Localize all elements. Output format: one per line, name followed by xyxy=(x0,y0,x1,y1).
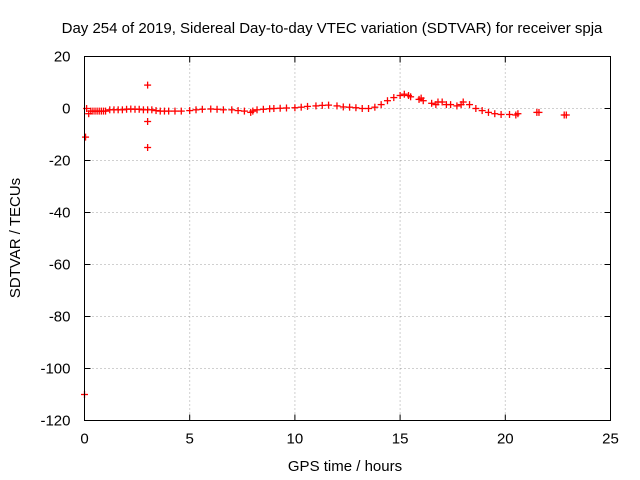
data-point xyxy=(234,107,242,115)
data-point xyxy=(453,102,461,110)
y-tick-label: -100 xyxy=(40,361,70,378)
grid-lines xyxy=(84,56,611,421)
x-tick-label: 25 xyxy=(602,431,619,448)
data-points xyxy=(81,81,570,398)
data-point xyxy=(484,108,492,116)
data-point xyxy=(297,103,305,111)
x-tick-label: 10 xyxy=(287,431,304,448)
x-tick-label: 5 xyxy=(186,431,194,448)
data-point xyxy=(304,102,312,110)
data-point xyxy=(419,97,427,105)
data-point xyxy=(219,106,227,114)
data-point xyxy=(102,107,110,115)
data-point xyxy=(358,105,366,112)
data-point xyxy=(325,101,333,109)
data-point xyxy=(333,102,341,110)
data-point xyxy=(396,92,404,99)
data-point xyxy=(466,101,474,109)
data-point xyxy=(148,106,156,114)
data-point xyxy=(562,111,570,119)
data-point xyxy=(171,107,179,115)
y-tick-label: -80 xyxy=(49,309,71,326)
data-point xyxy=(207,105,215,113)
y-tick-label: -60 xyxy=(49,257,71,274)
data-point xyxy=(144,144,152,151)
data-point xyxy=(165,107,173,115)
data-point xyxy=(438,98,446,106)
data-point xyxy=(407,93,415,101)
plot-frame xyxy=(84,56,611,421)
data-point xyxy=(497,110,505,118)
data-point xyxy=(400,90,408,98)
data-point xyxy=(177,107,185,115)
data-point xyxy=(198,105,206,113)
data-point xyxy=(472,105,480,112)
data-point xyxy=(240,107,248,115)
y-tick-label: 0 xyxy=(62,101,70,118)
data-point xyxy=(352,104,360,112)
data-point xyxy=(390,94,398,102)
data-point xyxy=(144,118,152,125)
data-point xyxy=(249,107,257,115)
x-tick-label: 15 xyxy=(392,431,409,448)
data-point xyxy=(339,103,347,111)
chart-title: Day 254 of 2019, Sidereal Day-to-day VTE… xyxy=(62,20,603,37)
data-point xyxy=(428,99,436,107)
data-point xyxy=(144,81,152,89)
data-point xyxy=(276,104,284,112)
data-point xyxy=(259,105,267,113)
data-point xyxy=(253,106,261,114)
x-tick-label: 0 xyxy=(80,431,88,448)
data-point xyxy=(371,103,379,111)
data-point xyxy=(346,103,354,111)
data-point xyxy=(318,101,326,109)
data-point xyxy=(447,101,455,109)
y-tick-label: 20 xyxy=(54,49,71,66)
data-point xyxy=(535,108,543,116)
x-axis-label: GPS time / hours xyxy=(288,458,402,475)
data-point xyxy=(186,107,194,115)
data-point xyxy=(291,104,299,112)
axis-ticks: 0 5 10 15 20 25 -120 -100 -80 -60 -40 -20 0 20 xyxy=(40,49,618,448)
data-point xyxy=(514,110,522,118)
data-point xyxy=(377,101,385,109)
data-point xyxy=(228,106,236,114)
data-point xyxy=(383,97,391,105)
y-tick-label: -120 xyxy=(40,413,70,430)
y-axis-label: SDTVAR / TECUs xyxy=(7,178,24,298)
data-point xyxy=(478,107,486,115)
y-tick-label: -40 xyxy=(49,205,71,222)
data-point xyxy=(282,104,290,112)
data-point xyxy=(213,105,221,113)
data-point xyxy=(491,110,499,118)
data-point xyxy=(270,105,278,112)
data-point xyxy=(459,98,467,106)
data-point xyxy=(506,110,514,118)
data-point xyxy=(365,105,373,112)
data-point xyxy=(312,102,320,110)
y-tick-label: -20 xyxy=(49,153,71,170)
x-tick-label: 20 xyxy=(497,431,514,448)
data-point xyxy=(192,106,200,114)
data-point xyxy=(82,133,90,141)
